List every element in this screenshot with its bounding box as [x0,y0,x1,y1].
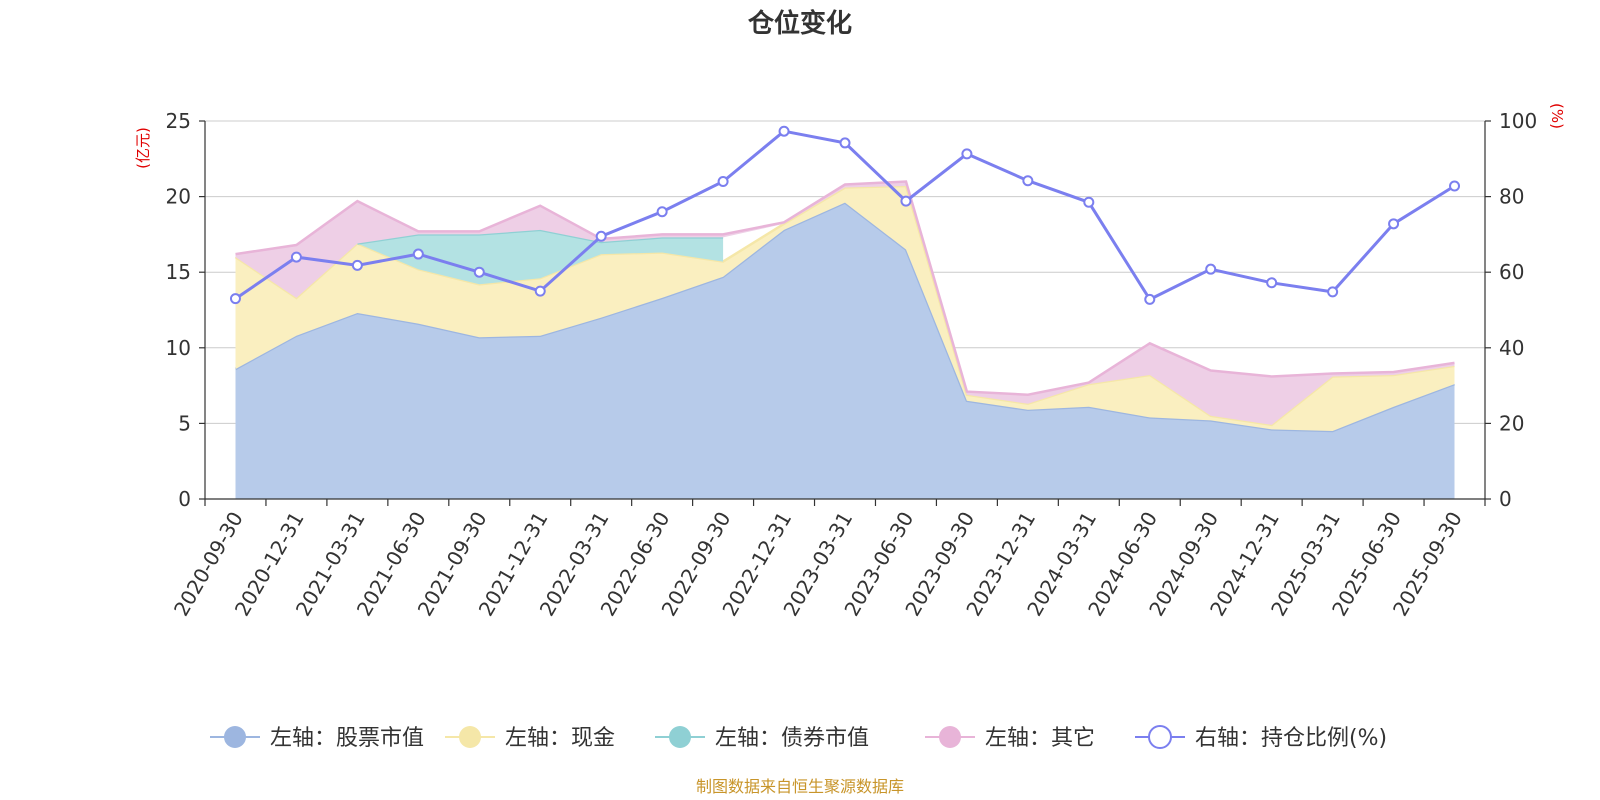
legend-item-2[interactable]: 左轴：债券市值 [655,726,869,751]
left-tick-label: 15 [166,260,191,284]
ratio-point [1266,277,1278,289]
area-series-1 [235,186,1455,431]
right-tick-label: 20 [1499,411,1524,435]
area-series-2 [357,229,724,285]
area-series-edge-3 [235,180,1455,396]
ratio-point [473,266,485,278]
left-tick-label: 20 [166,185,191,209]
legend-label: 左轴：其它 [985,726,1095,751]
left-unit-label: (亿元) [134,127,152,169]
left-tick-label: 25 [166,109,191,133]
ratio-point [1083,196,1095,208]
holding-ratio-line [229,125,1461,305]
ratio-point [717,175,729,187]
ratio-point [595,230,607,242]
legend-marker [224,726,246,748]
ratio-point [656,206,668,218]
legend-marker [459,726,481,748]
right-tick-label: 40 [1499,336,1524,360]
ratio-point [778,125,790,137]
ratio-point [351,259,363,271]
ratio-point [961,148,973,160]
ratio-point [1327,286,1339,298]
area-series-0 [235,202,1455,499]
left-tick-label: 0 [178,487,191,511]
right-tick-label: 100 [1499,109,1537,133]
right-tick-label: 80 [1499,185,1524,209]
ratio-point [534,285,546,297]
ratio-point [1144,293,1156,305]
ratio-point [290,251,302,263]
legend-item-3[interactable]: 左轴：其它 [925,726,1095,751]
right-tick-label: 0 [1499,487,1512,511]
legend-marker [669,726,691,748]
ratio-point [839,137,851,149]
ratio-point [412,248,424,260]
legend[interactable]: 左轴：股票市值 左轴：现金 左轴：债券市值 左轴：其它 右轴：持仓比例(%) [210,725,1387,751]
left-tick-label: 5 [178,411,191,435]
legend-label: 左轴：现金 [505,726,615,751]
legend-item-0[interactable]: 左轴：股票市值 [210,726,424,751]
legend-item-1[interactable]: 左轴：现金 [445,726,615,751]
ratio-point [1022,175,1034,187]
ratio-point [229,293,241,305]
chart-title: 仓位变化 [747,8,852,39]
ratio-point [900,195,912,207]
legend-marker [1148,725,1172,749]
left-tick-label: 10 [166,336,191,360]
legend-marker [939,726,961,748]
stacked-areas [234,180,1455,499]
legend-label: 左轴：股票市值 [270,726,424,751]
ratio-point [1449,180,1461,192]
legend-label: 左轴：债券市值 [715,726,869,751]
right-tick-label: 60 [1499,260,1524,284]
ratio-point [1388,218,1400,230]
legend-label: 右轴：持仓比例(%) [1195,726,1387,751]
area-series-3 [235,181,1455,425]
legend-item-4[interactable]: 右轴：持仓比例(%) [1135,725,1387,751]
right-unit-label: (%) [1548,103,1566,129]
data-source-note: 制图数据来自恒生聚源数据库 [696,777,904,796]
ratio-point [1205,263,1217,275]
